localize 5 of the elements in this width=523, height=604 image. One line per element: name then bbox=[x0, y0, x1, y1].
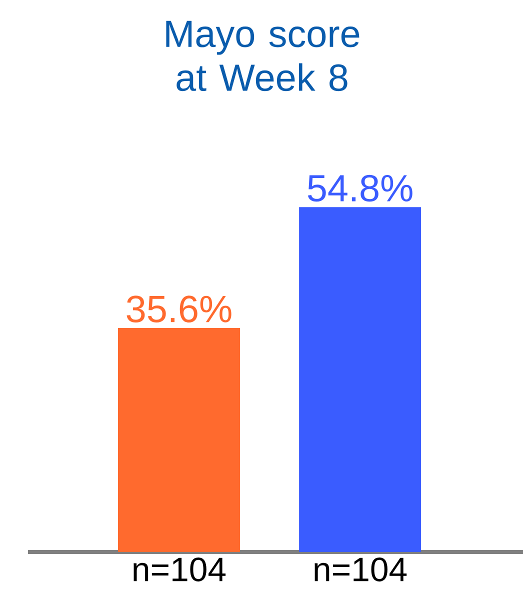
x-tick-label: n=104 bbox=[134, 558, 226, 582]
data-label: 54.8% bbox=[308, 174, 412, 202]
chart-title: Mayo score at Week 8 bbox=[166, 20, 360, 92]
x-tick-label: n=104 bbox=[314, 558, 407, 582]
data-label: 35.6% bbox=[126, 296, 232, 322]
